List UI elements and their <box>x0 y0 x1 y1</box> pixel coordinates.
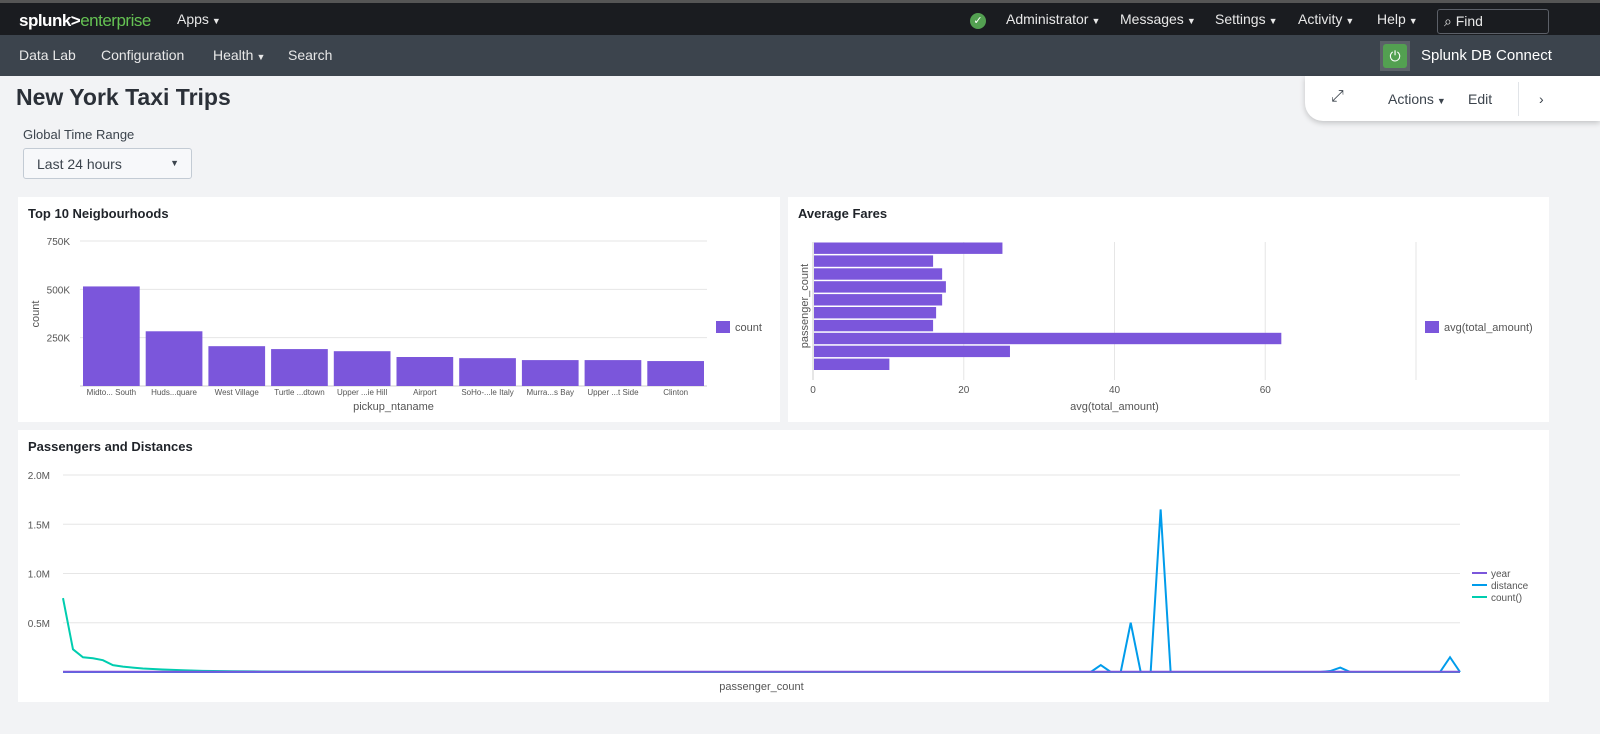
bar <box>521 360 579 386</box>
bar <box>814 242 1003 254</box>
splunk-logo[interactable]: splunk>enterprise <box>19 11 151 30</box>
line-chart: 0.5M 1.0M 1.5M 2.0M passenger_count yeardista… <box>28 471 1529 693</box>
x-tick-label: Huds...quare <box>151 388 197 397</box>
x-tick-label: Murra...s Bay <box>526 388 574 397</box>
time-range-label: Global Time Range <box>23 127 135 142</box>
app-name: Splunk DB Connect <box>1421 47 1552 64</box>
bar <box>814 345 1010 358</box>
dashboard-actions: ⤢ Actions ▼ Edit › <box>1305 76 1600 121</box>
x-tick-label: SoHo-...le Italy <box>461 388 513 397</box>
time-range-dropdown[interactable]: Last 24 hours ▼ <box>23 148 192 179</box>
bar <box>145 331 203 386</box>
panel-average-fares: Average Fares 0 20 40 60 avg(total_amount) pa… <box>788 197 1549 422</box>
legend-label: year <box>1491 569 1511 580</box>
y-tick-label: 2.0M <box>28 471 50 482</box>
nav-data-lab[interactable]: Data Lab <box>19 47 76 63</box>
plug-icon: ⏻ <box>1380 41 1410 71</box>
x-tick-label: Turtle ...dtown <box>274 388 324 397</box>
panel-top-neighbourhoods: Top 10 Neigbourhoods 250K 500K 750K Midto..… <box>18 197 780 422</box>
panel-title: Average Fares <box>798 206 888 221</box>
x-tick-label: Midto... South <box>87 388 136 397</box>
x-tick-label: Clinton <box>663 388 688 397</box>
legend-label: distance <box>1491 581 1529 592</box>
legend-label: count <box>735 322 762 334</box>
panel-title: Top 10 Neigbourhoods <box>28 206 169 221</box>
x-tick-label: Airport <box>413 388 437 397</box>
divider <box>1518 82 1519 116</box>
messages-menu[interactable]: Messages ▼ <box>1120 11 1196 27</box>
x-tick-label: 20 <box>958 385 970 396</box>
bar <box>396 357 454 386</box>
top-nav-bar: splunk>enterprise Apps ▼ ✓ Administrator ▼… <box>0 0 1600 35</box>
x-tick-label: West Village <box>215 388 260 397</box>
x-tick-label: 0 <box>810 385 816 396</box>
legend-swatch <box>716 321 730 333</box>
bar <box>814 332 1282 345</box>
nav-configuration[interactable]: Configuration <box>101 47 185 63</box>
apps-menu[interactable]: Apps ▼ <box>177 11 221 27</box>
x-tick-label: 60 <box>1260 385 1272 396</box>
x-axis-title: passenger_count <box>719 681 803 693</box>
bar-chart: 250K 500K 750K Midto... South Huds...quare We… <box>30 237 762 413</box>
settings-menu[interactable]: Settings ▼ <box>1215 11 1278 27</box>
panel-passengers-distances: Passengers and Distances 0.5M 1.0M 1.5M 2.0… <box>18 430 1549 702</box>
activity-menu[interactable]: Activity ▼ <box>1298 11 1355 27</box>
bar <box>584 360 642 386</box>
series-line-count <box>62 597 1461 673</box>
x-axis-title: pickup_ntaname <box>353 401 434 413</box>
legend-swatch <box>1425 321 1439 333</box>
y-axis-title: passenger_count <box>799 264 811 348</box>
legend-label: avg(total_amount) <box>1444 322 1533 334</box>
x-tick-label: 40 <box>1109 385 1121 396</box>
y-tick-label: 250K <box>47 334 71 345</box>
bar <box>83 286 140 386</box>
bar <box>814 281 946 293</box>
y-tick-label: 750K <box>47 237 71 248</box>
bar <box>208 346 266 386</box>
app-nav-bar: Data Lab Configuration Health ▼ Search Sp… <box>0 35 1600 76</box>
actions-menu[interactable]: Actions ▼ <box>1388 91 1446 107</box>
find-input[interactable]: ⌕ Find <box>1437 9 1549 34</box>
y-axis-title: count <box>30 301 42 328</box>
bar <box>459 358 516 386</box>
help-menu[interactable]: Help ▼ <box>1377 11 1418 27</box>
bar <box>647 361 704 386</box>
bar <box>814 307 937 319</box>
series-line-distance <box>63 509 1461 673</box>
y-tick-label: 1.5M <box>28 520 50 531</box>
bar <box>814 319 934 332</box>
search-icon: ⌕ <box>1444 13 1452 29</box>
x-axis-title: avg(total_amount) <box>1070 401 1159 413</box>
administrator-menu[interactable]: Administrator ▼ <box>1006 11 1101 27</box>
bar <box>814 255 934 267</box>
nav-search[interactable]: Search <box>288 47 333 63</box>
check-circle-icon[interactable]: ✓ <box>970 13 986 29</box>
legend-label: count() <box>1491 593 1522 604</box>
bar <box>814 358 890 370</box>
panel-title: Passengers and Distances <box>28 439 193 454</box>
chevron-right-icon[interactable]: › <box>1539 91 1544 107</box>
bar <box>814 294 943 306</box>
y-tick-label: 500K <box>47 285 71 296</box>
x-tick-label: Upper ...t Side <box>587 388 639 397</box>
bar <box>271 349 328 386</box>
page-title: New York Taxi Trips <box>16 84 231 110</box>
x-tick-label: Upper ...ie Hill <box>337 388 387 397</box>
nav-health[interactable]: Health ▼ <box>213 47 266 63</box>
expand-icon[interactable]: ⤢ <box>1331 88 1344 105</box>
bar <box>814 268 943 280</box>
caret-down-icon: ▼ <box>170 158 179 168</box>
y-tick-label: 1.0M <box>28 570 50 581</box>
edit-button[interactable]: Edit <box>1468 91 1493 107</box>
bar <box>333 351 391 386</box>
y-tick-label: 0.5M <box>28 619 50 630</box>
